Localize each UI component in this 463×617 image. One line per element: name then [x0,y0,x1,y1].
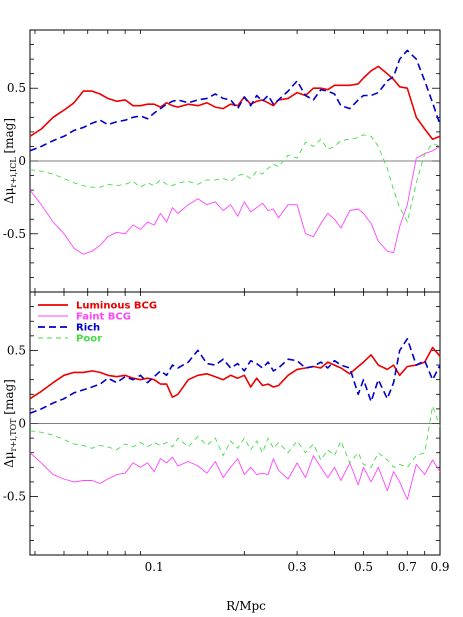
y-tick-label: -0.5 [3,227,26,241]
series-line-faint-bcg [29,452,441,500]
y-tick-label: 0 [18,154,26,168]
legend-label: Rich [76,323,100,334]
series-line-luminous-bcg [29,346,441,400]
x-tick-label: 0.5 [354,560,373,574]
y-tick-label: 0.5 [7,81,26,95]
x-axis-label: R/Mpc [226,599,266,613]
x-tick-label: 0.9 [430,560,449,574]
x-tick-label: 0.1 [145,560,164,574]
series-line-faint-bcg [29,146,441,255]
series-line-rich [29,49,441,152]
y-tick-label: 0 [18,417,26,431]
legend-label: Luminous BCG [76,301,157,312]
legend-label: Poor [76,334,102,345]
y-tick-label: 0.5 [7,343,26,357]
x-tick-label: 0.7 [398,560,417,574]
y-axis-label: Δμr+i,TOT [mag] [2,379,18,468]
y-tick-label: -0.5 [3,490,26,504]
y-axis-label: Δμr+i,ICL [mag] [2,118,18,204]
series-line-poor [29,405,441,468]
series-line-poor [29,134,441,223]
series-line-luminous-bcg [29,65,441,140]
legend-label: Faint BCG [76,312,131,323]
bottom-panel: 0.5 0 -0.5 0.1 0.3 0.5 0.7 0.9 Δμr+i,TOT [mag] [2,291,450,574]
series-line-rich [29,337,441,415]
top-panel: 0.5 0 -0.5 Δμr+i,ICL [mag] [2,29,441,293]
x-tick-label: 0.3 [288,560,307,574]
